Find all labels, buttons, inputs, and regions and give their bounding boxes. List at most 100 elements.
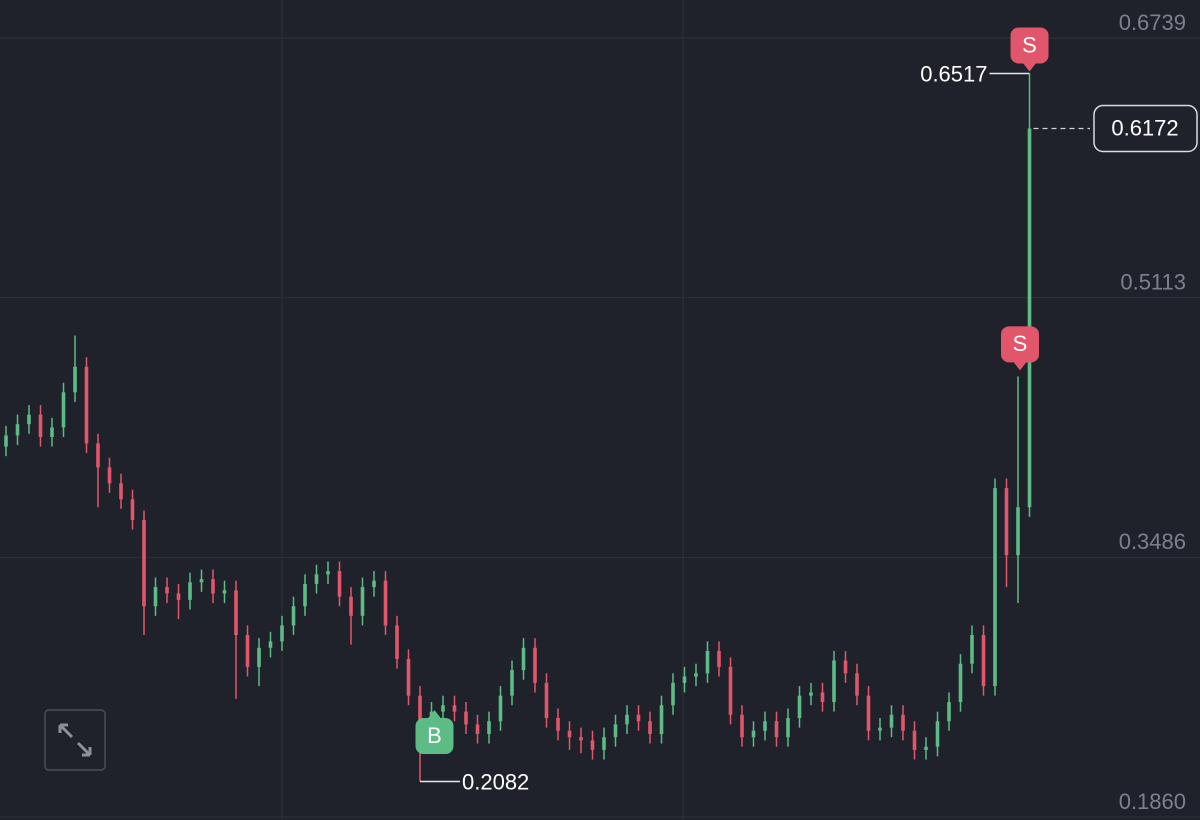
marker-label: B	[427, 723, 442, 748]
candle-body	[372, 580, 376, 588]
candle-body	[234, 590, 238, 635]
trade-marker: S	[1010, 27, 1049, 72]
candle-body	[61, 392, 66, 428]
candle-body	[96, 443, 100, 468]
candle-body	[740, 714, 744, 738]
candle-body	[889, 714, 894, 728]
candle-body	[544, 682, 549, 719]
candle-body	[993, 488, 997, 687]
min-label: 0.2082	[462, 769, 529, 794]
candle-body	[73, 366, 77, 393]
candle-body	[326, 571, 330, 575]
candle-body	[38, 414, 43, 437]
last-price-box	[1093, 104, 1198, 153]
marker-label: S	[1013, 331, 1028, 356]
candle-body	[50, 427, 54, 437]
candle-body	[153, 587, 158, 607]
candle-body	[268, 641, 273, 648]
candle-body	[1016, 507, 1020, 556]
candle-body	[912, 730, 917, 750]
last-price-label: 0.6172	[1111, 115, 1178, 140]
candle-body	[119, 483, 123, 500]
candle-body	[981, 634, 986, 687]
candle-body	[924, 746, 928, 750]
candle-body	[751, 730, 756, 738]
candle-body	[636, 714, 641, 722]
candle-body	[671, 682, 675, 706]
candle-body	[855, 673, 859, 696]
candle-body	[567, 730, 572, 738]
candle-body	[395, 625, 399, 659]
candle-body	[464, 711, 468, 725]
candle-body	[947, 702, 951, 722]
candle-body	[245, 634, 250, 667]
candle-body	[510, 670, 514, 696]
candle-body	[1004, 488, 1009, 556]
candle-body	[1027, 128, 1032, 508]
candle-body	[222, 590, 227, 594]
candle-body	[291, 606, 296, 626]
candle-body	[682, 676, 687, 683]
candle-body	[15, 424, 20, 436]
trade-marker: B	[415, 710, 454, 755]
candle-body	[337, 571, 342, 597]
candle-body	[613, 724, 618, 738]
candle-body	[843, 660, 848, 674]
candle-body	[728, 666, 733, 715]
candle-body	[602, 737, 606, 750]
candle-body	[498, 695, 503, 722]
expand-icon[interactable]	[58, 723, 92, 757]
fullscreen-button[interactable]	[44, 709, 106, 771]
candle-body	[188, 582, 192, 600]
candle-body	[165, 587, 169, 594]
candle-body	[303, 583, 307, 607]
candle-body	[786, 718, 790, 738]
marker-pointer	[1013, 361, 1027, 371]
candle-body	[717, 650, 721, 667]
candle-body	[958, 663, 963, 703]
candle-body	[130, 499, 135, 521]
candle-body	[211, 579, 215, 594]
candle-body	[176, 593, 181, 600]
candle-body	[809, 692, 813, 696]
candle-body	[705, 650, 710, 674]
button-frame[interactable]	[44, 709, 106, 771]
candle-body	[832, 660, 836, 703]
candle-body	[487, 721, 491, 734]
candle-body	[866, 695, 871, 731]
candle-body	[383, 580, 388, 626]
marker-badge	[1010, 27, 1049, 64]
candle-body	[314, 574, 319, 584]
marker-badge	[415, 718, 454, 755]
candle-body	[590, 740, 595, 750]
marker-pointer	[427, 710, 442, 720]
candle-body	[84, 366, 89, 444]
candle-body	[556, 718, 560, 731]
candle-body	[199, 579, 204, 583]
candle-body	[27, 414, 31, 425]
y-tick-label: 0.6739	[1119, 10, 1186, 35]
candle-body	[349, 596, 353, 616]
candle-body	[970, 634, 974, 664]
candle-body	[360, 587, 365, 616]
candle-body	[659, 705, 664, 734]
candle-body	[441, 705, 445, 712]
candle-body	[763, 721, 767, 731]
marker-label: S	[1022, 32, 1037, 57]
y-tick-label: 0.3486	[1119, 529, 1186, 554]
candle-body	[774, 721, 779, 738]
candle-body	[648, 721, 652, 734]
candle-body	[797, 695, 802, 719]
candle-body	[475, 724, 480, 734]
trade-marker: S	[1001, 326, 1039, 371]
y-tick-label: 0.5113	[1120, 269, 1186, 294]
candle-body	[579, 737, 583, 741]
candle-body	[901, 714, 905, 731]
max-label: 0.6517	[920, 61, 987, 86]
candle-body	[107, 467, 112, 484]
candle-body	[521, 647, 526, 671]
candle-body	[4, 435, 8, 447]
marker-pointer	[1022, 62, 1037, 72]
